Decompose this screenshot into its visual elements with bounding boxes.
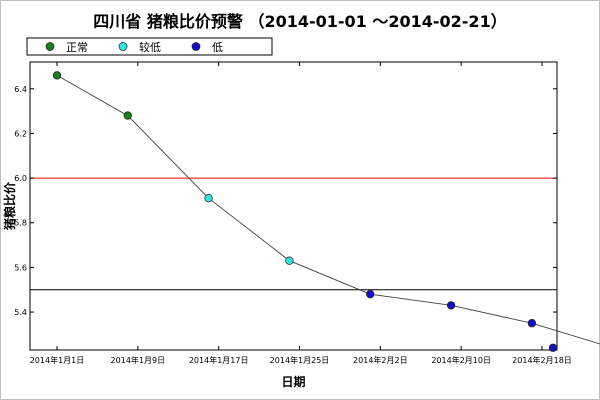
data-point-2 <box>204 194 213 203</box>
x-tick-label: 2014年2月2日 <box>353 355 408 365</box>
legend-marker-1 <box>118 42 128 51</box>
reference-lines <box>30 177 557 291</box>
legend-item-label: 正常 <box>66 41 88 54</box>
data-point-4 <box>366 290 375 299</box>
y-tick-label: 5.8 <box>14 219 27 228</box>
legend-item-label: 低 <box>212 41 223 54</box>
data-point-1 <box>123 111 132 120</box>
x-tick-label: 2014年2月18日 <box>512 355 572 365</box>
legend-marker-2 <box>191 42 201 51</box>
x-tick-label: 2014年1月17日 <box>189 355 249 365</box>
legend-box <box>26 37 273 56</box>
x-tick-label: 2014年2月10日 <box>431 355 491 365</box>
x-tick-label: 2014年1月1日 <box>30 355 85 365</box>
x-axis-label: 日期 <box>281 374 305 389</box>
chart-title: 四川省 猪粮比价预警 （2014-01-01 ～2014-02-21） <box>93 12 507 31</box>
x-tick-label: 2014年1月9日 <box>111 355 166 365</box>
data-points <box>52 71 558 352</box>
y-tick-label: 6.4 <box>14 85 27 94</box>
data-point-5 <box>446 301 456 310</box>
data-point-6 <box>527 319 537 328</box>
legend-marker-0 <box>45 42 55 51</box>
legend: 正常 较低 低 <box>26 37 273 56</box>
data-point-0 <box>52 71 62 80</box>
y-tick-label: 6.2 <box>14 129 27 138</box>
y-axis-ticks: 5.4 5.6 5.8 6.0 6.2 6.4 <box>14 85 557 317</box>
y-tick-label: 6.0 <box>14 174 27 183</box>
series-line <box>56 75 600 345</box>
plot-area <box>29 61 558 351</box>
x-tick-label: 2014年1月25日 <box>270 355 330 365</box>
y-tick-label: 5.4 <box>14 308 27 317</box>
x-axis-ticks: 2014年1月1日 2014年1月9日 2014年1月17日 2014年1月25日 20… <box>30 62 572 365</box>
y-tick-label: 5.6 <box>14 263 27 272</box>
legend-item-label: 较低 <box>139 40 161 54</box>
y-axis-label: 猪粮比价 <box>2 181 17 231</box>
data-point-3 <box>285 256 294 265</box>
data-point-7 <box>548 343 558 352</box>
